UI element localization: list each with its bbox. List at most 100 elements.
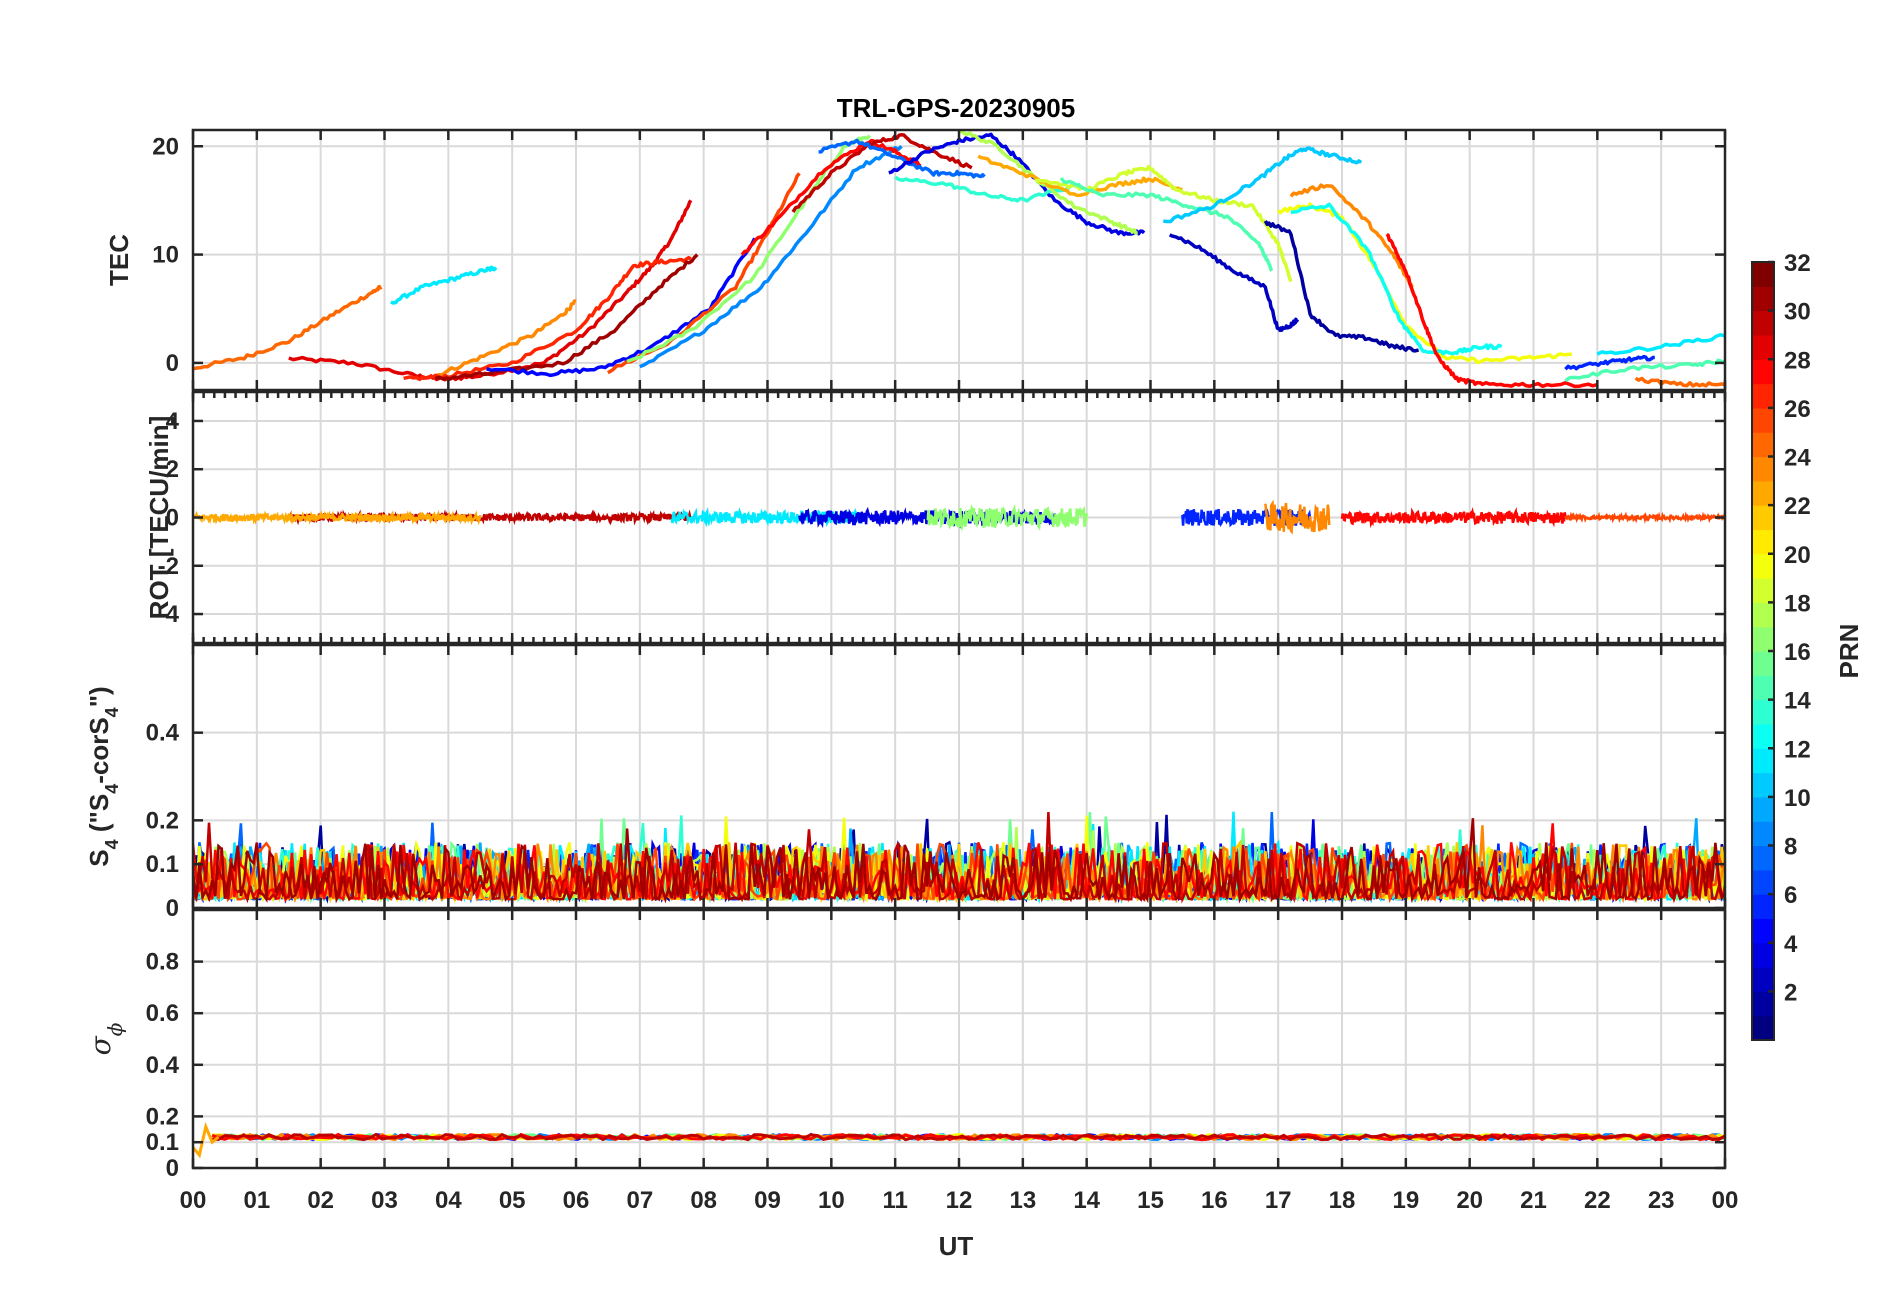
x-tick-label: 16 bbox=[1201, 1187, 1228, 1214]
y-tick-label: 0 bbox=[166, 505, 179, 532]
tec-line-prn-25 bbox=[193, 284, 383, 371]
x-tick-label: 12 bbox=[946, 1187, 973, 1214]
tec-line-prn-8 bbox=[818, 138, 986, 179]
y-tick-label: 0.8 bbox=[146, 949, 179, 976]
tec-line-prn-3 bbox=[1168, 233, 1299, 333]
x-tick-label: 17 bbox=[1265, 1187, 1292, 1214]
colorbar-level bbox=[1752, 334, 1774, 360]
colorbar-level bbox=[1752, 432, 1774, 458]
tec-line-prn-30 bbox=[791, 133, 973, 213]
colorbar-level bbox=[1752, 821, 1774, 847]
y-axis-label: σϕ bbox=[84, 1022, 127, 1055]
y-tick-label: 0.2 bbox=[146, 1103, 179, 1130]
data-series bbox=[193, 499, 1725, 535]
data-series bbox=[193, 1121, 1725, 1159]
y-tick-label: 0 bbox=[166, 1155, 179, 1182]
tec-line-prn-15 bbox=[1059, 176, 1274, 272]
colorbar-tick-label: 32 bbox=[1784, 250, 1811, 277]
rot-line-prn-6 bbox=[1181, 506, 1312, 528]
colorbar-level bbox=[1752, 845, 1774, 871]
tec-line-prn-2 bbox=[1263, 220, 1420, 353]
x-tick-label: 21 bbox=[1520, 1187, 1547, 1214]
y-tick-label: 0.4 bbox=[146, 1052, 180, 1079]
x-tick-label: 07 bbox=[626, 1187, 653, 1214]
x-axis-label: UT bbox=[939, 1231, 974, 1261]
rot-line-prn-12 bbox=[670, 506, 865, 528]
colorbar-tick-label: 4 bbox=[1784, 931, 1798, 958]
tec-line-prn-24 bbox=[434, 299, 577, 378]
colorbar-tick-label: 12 bbox=[1784, 736, 1811, 763]
sigma-spike bbox=[193, 1121, 220, 1159]
x-tick-label: 23 bbox=[1648, 1187, 1675, 1214]
panel-s4: 0 0.1 0.2 0.4 S4 ("S4-corS4") bbox=[84, 643, 1727, 922]
tec-line-prn-12 bbox=[390, 265, 498, 305]
x-tick-label: 09 bbox=[754, 1187, 781, 1214]
colorbar-level bbox=[1752, 359, 1774, 385]
y-tick-label: -4 bbox=[158, 601, 180, 628]
x-tick-label: 00 bbox=[1712, 1187, 1739, 1214]
rot-line-prn-23 bbox=[193, 509, 482, 526]
x-tick-label: 00 bbox=[180, 1187, 207, 1214]
colorbar-level bbox=[1752, 967, 1774, 992]
colorbar-level bbox=[1752, 407, 1774, 433]
colorbar-tick-label: 26 bbox=[1784, 396, 1811, 423]
x-tick-label: 14 bbox=[1073, 1187, 1100, 1214]
tec-line-prn-12 bbox=[1596, 333, 1725, 356]
tec-line-prn-15 bbox=[1564, 358, 1725, 383]
x-tick-labels: 00 01 02 03 04 05 06 07 08 09 10 11 12 13 14 15 16 17 18 19… bbox=[180, 1187, 1739, 1214]
colorbar-level bbox=[1752, 748, 1774, 774]
x-tick-label: 20 bbox=[1456, 1187, 1483, 1214]
colorbar-level bbox=[1752, 505, 1774, 531]
panel-tec: 0 10 20 TEC bbox=[104, 128, 1727, 392]
colorbar-level bbox=[1752, 310, 1774, 336]
rot-line-prn-28 bbox=[1340, 506, 1567, 529]
y-tick-label: 0 bbox=[166, 895, 179, 922]
tec-line-prn-29 bbox=[288, 199, 693, 382]
colorbar-level bbox=[1752, 286, 1774, 312]
tec-line-prn-28 bbox=[1385, 232, 1598, 389]
y-tick-label: 0.1 bbox=[146, 851, 179, 878]
colorbar-level bbox=[1752, 578, 1774, 603]
colorbar-level bbox=[1752, 991, 1774, 1017]
y-tick-label: 0.4 bbox=[146, 720, 180, 747]
x-tick-label: 18 bbox=[1329, 1187, 1356, 1214]
colorbar-level bbox=[1752, 262, 1774, 287]
colorbar-tick-label: 28 bbox=[1784, 347, 1811, 374]
tec-line-prn-31 bbox=[435, 253, 699, 381]
y-tick-label: 0.2 bbox=[146, 807, 179, 834]
chart-title: TRL-GPS-20230905 bbox=[837, 93, 1075, 123]
colorbar-tick-label: 2 bbox=[1784, 979, 1797, 1006]
tec-line-prn-11 bbox=[1163, 146, 1363, 224]
y-tick-label: 0 bbox=[166, 350, 179, 377]
x-tick-label: 22 bbox=[1584, 1187, 1611, 1214]
x-tick-label: 01 bbox=[243, 1187, 270, 1214]
y-tick-label: 0.6 bbox=[146, 1000, 179, 1027]
y-axis-label: S4 ("S4-corS4") bbox=[84, 686, 122, 866]
y-tick-label: 2 bbox=[166, 456, 179, 483]
x-tick-label: 06 bbox=[563, 1187, 590, 1214]
x-tick-label: 15 bbox=[1137, 1187, 1164, 1214]
colorbar-tick-label: 20 bbox=[1784, 542, 1811, 569]
x-tick-label: 02 bbox=[307, 1187, 334, 1214]
y-tick-label: -2 bbox=[158, 553, 179, 580]
colorbar-tick-label: 24 bbox=[1784, 445, 1811, 472]
tec-line-prn-27 bbox=[403, 255, 692, 382]
tec-line-prn-9 bbox=[639, 145, 903, 369]
y-tick-label: 10 bbox=[152, 242, 179, 269]
tec-line-prn-24 bbox=[1289, 183, 1414, 288]
tec-line-prn-20 bbox=[1276, 202, 1572, 364]
colorbar-level bbox=[1752, 918, 1774, 944]
colorbar-tick-label: 14 bbox=[1784, 688, 1811, 715]
x-tick-label: 05 bbox=[499, 1187, 526, 1214]
rot-line-prn-24 bbox=[1264, 499, 1331, 535]
y-tick-label: 0.1 bbox=[146, 1129, 179, 1156]
colorbar-level bbox=[1752, 942, 1774, 968]
colorbar-tick-label: 18 bbox=[1784, 590, 1811, 617]
colorbar-tick-label: 30 bbox=[1784, 299, 1811, 326]
colorbar-level bbox=[1752, 675, 1774, 701]
tec-line-prn-25 bbox=[1634, 376, 1725, 388]
colorbar-level bbox=[1752, 456, 1774, 482]
